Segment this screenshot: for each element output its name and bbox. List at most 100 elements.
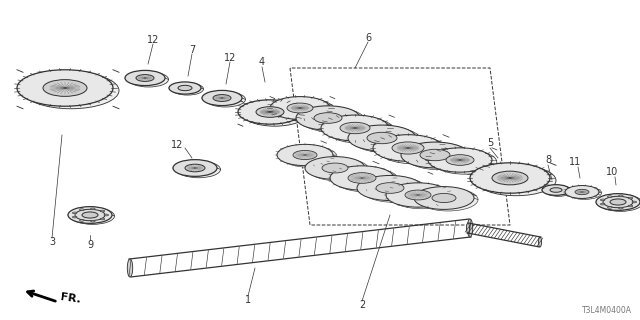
- Ellipse shape: [287, 103, 313, 113]
- Ellipse shape: [392, 142, 424, 154]
- Ellipse shape: [79, 220, 84, 221]
- Ellipse shape: [213, 95, 231, 101]
- Text: 1: 1: [245, 295, 251, 305]
- Ellipse shape: [362, 177, 428, 202]
- Ellipse shape: [433, 150, 497, 174]
- Ellipse shape: [373, 135, 443, 161]
- Ellipse shape: [275, 99, 335, 121]
- Ellipse shape: [607, 196, 612, 197]
- Ellipse shape: [405, 190, 431, 200]
- Ellipse shape: [607, 206, 612, 208]
- Text: 2: 2: [359, 300, 365, 310]
- Ellipse shape: [243, 102, 307, 126]
- Ellipse shape: [281, 146, 337, 167]
- Ellipse shape: [538, 237, 541, 247]
- Ellipse shape: [43, 80, 87, 96]
- Ellipse shape: [565, 186, 599, 198]
- Ellipse shape: [330, 166, 394, 190]
- Ellipse shape: [104, 214, 109, 216]
- Ellipse shape: [470, 163, 550, 193]
- Ellipse shape: [467, 223, 470, 233]
- Text: 7: 7: [189, 45, 195, 55]
- Ellipse shape: [172, 83, 204, 95]
- Ellipse shape: [628, 197, 633, 199]
- Ellipse shape: [610, 199, 626, 205]
- Ellipse shape: [386, 183, 450, 207]
- Ellipse shape: [296, 106, 360, 130]
- Ellipse shape: [90, 220, 95, 222]
- Text: 8: 8: [545, 155, 551, 165]
- Ellipse shape: [79, 209, 84, 211]
- Ellipse shape: [270, 97, 330, 119]
- Ellipse shape: [379, 137, 449, 164]
- Ellipse shape: [446, 155, 474, 165]
- Ellipse shape: [68, 207, 112, 223]
- Text: T3L4M0400A: T3L4M0400A: [582, 306, 632, 315]
- Ellipse shape: [301, 108, 365, 132]
- Ellipse shape: [326, 117, 394, 143]
- Ellipse shape: [467, 219, 473, 237]
- Text: FR.: FR.: [60, 292, 82, 304]
- Text: 5: 5: [487, 138, 493, 148]
- Ellipse shape: [542, 185, 570, 195]
- Ellipse shape: [401, 142, 469, 168]
- Ellipse shape: [75, 209, 105, 221]
- Ellipse shape: [414, 187, 474, 209]
- Text: 9: 9: [87, 240, 93, 250]
- Ellipse shape: [202, 91, 242, 106]
- Ellipse shape: [600, 199, 605, 201]
- Ellipse shape: [618, 207, 623, 209]
- Text: 12: 12: [171, 140, 183, 150]
- Ellipse shape: [136, 75, 154, 81]
- Ellipse shape: [550, 188, 562, 192]
- Ellipse shape: [418, 188, 478, 211]
- Ellipse shape: [357, 175, 423, 201]
- Ellipse shape: [390, 184, 454, 209]
- Ellipse shape: [23, 72, 119, 109]
- Ellipse shape: [72, 212, 77, 214]
- Ellipse shape: [178, 85, 192, 91]
- Ellipse shape: [603, 196, 633, 208]
- Ellipse shape: [335, 168, 399, 192]
- Ellipse shape: [596, 194, 640, 210]
- Ellipse shape: [256, 107, 284, 117]
- Ellipse shape: [82, 212, 98, 218]
- Ellipse shape: [238, 100, 302, 124]
- Ellipse shape: [600, 203, 605, 205]
- Ellipse shape: [628, 205, 633, 207]
- Ellipse shape: [70, 208, 115, 224]
- Ellipse shape: [618, 195, 623, 197]
- Text: 11: 11: [569, 157, 581, 167]
- Ellipse shape: [173, 160, 217, 176]
- Ellipse shape: [322, 163, 348, 173]
- Text: 3: 3: [49, 237, 55, 247]
- Ellipse shape: [348, 173, 376, 183]
- Text: 12: 12: [224, 53, 236, 63]
- Ellipse shape: [406, 144, 474, 170]
- Ellipse shape: [129, 72, 168, 87]
- Ellipse shape: [348, 125, 416, 151]
- Ellipse shape: [125, 70, 165, 86]
- Ellipse shape: [353, 127, 420, 153]
- Ellipse shape: [100, 210, 105, 212]
- Ellipse shape: [309, 158, 369, 181]
- Ellipse shape: [598, 195, 640, 212]
- Ellipse shape: [100, 218, 105, 220]
- Ellipse shape: [314, 113, 342, 123]
- Text: 4: 4: [259, 57, 265, 67]
- Ellipse shape: [169, 82, 201, 94]
- Ellipse shape: [420, 149, 450, 161]
- Ellipse shape: [545, 186, 573, 196]
- Ellipse shape: [177, 161, 221, 178]
- Ellipse shape: [432, 193, 456, 203]
- Ellipse shape: [17, 70, 113, 106]
- Text: 12: 12: [147, 35, 159, 45]
- Ellipse shape: [632, 201, 637, 203]
- Ellipse shape: [205, 92, 246, 107]
- Ellipse shape: [90, 208, 95, 210]
- Ellipse shape: [340, 122, 370, 134]
- Ellipse shape: [305, 156, 365, 180]
- Ellipse shape: [376, 183, 404, 193]
- Ellipse shape: [476, 165, 556, 196]
- Text: 6: 6: [365, 33, 371, 43]
